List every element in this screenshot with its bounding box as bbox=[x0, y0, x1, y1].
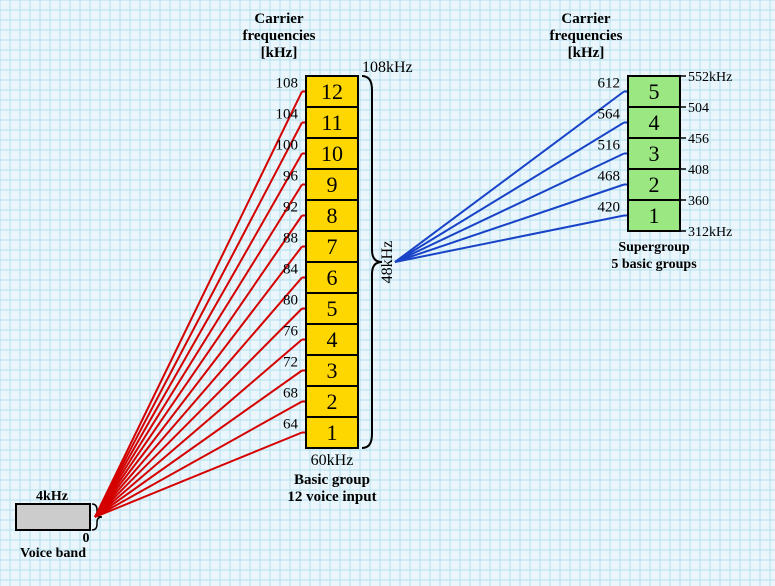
basic-group-band-label: 48kHz bbox=[379, 241, 396, 284]
basic-group-carrier-freq: 96 bbox=[283, 169, 299, 185]
basic-group-bottom-bound: 60kHz bbox=[311, 452, 354, 469]
voice-band-caption: Voice band bbox=[20, 546, 86, 561]
basic-group-header: Carrier bbox=[254, 11, 303, 27]
basic-group-cell-num: 4 bbox=[327, 327, 338, 352]
basic-group-top-bound: 108kHz bbox=[362, 59, 413, 76]
supergroup-caption2: 5 basic groups bbox=[611, 257, 697, 272]
supergroup-bound-label: 312kHz bbox=[688, 225, 732, 240]
basic-group-carrier-freq: 64 bbox=[283, 417, 299, 433]
supergroup-cell-num: 1 bbox=[649, 203, 660, 228]
basic-group-carrier-freq: 108 bbox=[276, 76, 299, 92]
supergroup-bound-label: 504 bbox=[688, 101, 709, 116]
basic-group-carrier-freq: 76 bbox=[283, 324, 299, 340]
supergroup-cell-num: 5 bbox=[649, 79, 660, 104]
supergroup-header: [kHz] bbox=[568, 45, 605, 61]
basic-group-cell-num: 6 bbox=[327, 265, 338, 290]
basic-group-header: [kHz] bbox=[261, 45, 298, 61]
basic-group-cell-num: 10 bbox=[321, 141, 343, 166]
supergroup-caption1: Supergroup bbox=[618, 240, 690, 255]
supergroup-carrier-freq: 516 bbox=[598, 138, 621, 154]
basic-group-caption1: Basic group bbox=[294, 472, 370, 488]
basic-group-cell-num: 3 bbox=[327, 358, 338, 383]
voice-band-top-label: 4kHz bbox=[36, 489, 68, 504]
basic-group-carrier-freq: 92 bbox=[283, 200, 298, 216]
basic-group-carrier-freq: 68 bbox=[283, 386, 298, 402]
voice-band-box bbox=[16, 504, 90, 530]
supergroup-header: frequencies bbox=[549, 28, 622, 44]
basic-group-header: frequencies bbox=[242, 28, 315, 44]
supergroup-carrier-freq: 612 bbox=[598, 76, 621, 92]
basic-group-carrier-freq: 104 bbox=[276, 107, 299, 123]
basic-group-carrier-freq: 72 bbox=[283, 355, 298, 371]
supergroup-cell-num: 4 bbox=[649, 110, 660, 135]
supergroup-carrier-freq: 564 bbox=[598, 107, 621, 123]
supergroup-header: Carrier bbox=[561, 11, 610, 27]
basic-group-cell-num: 9 bbox=[327, 172, 338, 197]
supergroup-carrier-freq: 420 bbox=[598, 200, 621, 216]
basic-group-cell-num: 7 bbox=[327, 234, 338, 259]
supergroup-cell-num: 3 bbox=[649, 141, 660, 166]
basic-group-caption2: 12 voice input bbox=[287, 489, 376, 505]
basic-group-cell-num: 8 bbox=[327, 203, 338, 228]
supergroup-cell-num: 2 bbox=[649, 172, 660, 197]
basic-group-cell-num: 5 bbox=[327, 296, 338, 321]
basic-group-carrier-freq: 88 bbox=[283, 231, 298, 247]
basic-group-cell-num: 2 bbox=[327, 389, 338, 414]
basic-group-cell-num: 11 bbox=[321, 110, 342, 135]
supergroup-bound-label: 408 bbox=[688, 163, 709, 178]
basic-group-carrier-freq: 100 bbox=[276, 138, 299, 154]
basic-group-cell-num: 12 bbox=[321, 79, 343, 104]
voice-band-bottom-label: 0 bbox=[83, 531, 90, 546]
basic-group-carrier-freq: 80 bbox=[283, 293, 298, 309]
basic-group-carrier-freq: 84 bbox=[283, 262, 299, 278]
supergroup-bound-label: 360 bbox=[688, 194, 709, 209]
supergroup-bound-label: 456 bbox=[688, 132, 709, 147]
supergroup-carrier-freq: 468 bbox=[598, 169, 621, 185]
supergroup-bound-label: 552kHz bbox=[688, 70, 732, 85]
basic-group-cell-num: 1 bbox=[327, 420, 338, 445]
